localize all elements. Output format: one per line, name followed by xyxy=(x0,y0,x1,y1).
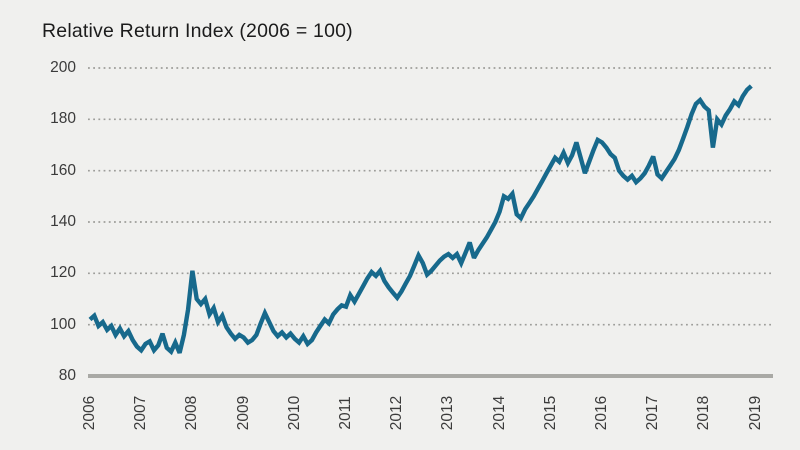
y-tick-160: 160 xyxy=(50,161,76,179)
y-tick-180: 180 xyxy=(50,110,76,128)
y-tick-100: 100 xyxy=(50,315,76,333)
x-tick-2013: 2013 xyxy=(439,395,457,431)
x-tick-2017: 2017 xyxy=(644,395,662,431)
y-tick-140: 140 xyxy=(50,213,76,230)
chart-title: Relative Return Index (2006 = 100) xyxy=(42,20,353,42)
x-tick-2018: 2018 xyxy=(695,395,713,431)
series-relative-return-index xyxy=(88,84,753,356)
x-tick-2016: 2016 xyxy=(593,395,610,431)
x-tick-2011: 2011 xyxy=(337,396,354,430)
x-tick-2014: 2014 xyxy=(490,395,508,431)
y-tick-120: 120 xyxy=(50,264,76,282)
x-tick-2009: 2009 xyxy=(234,395,252,431)
x-tick-2007: 2007 xyxy=(132,395,150,431)
y-tick-200: 200 xyxy=(50,59,76,76)
y-tick-80: 80 xyxy=(58,367,76,384)
x-tick-2008: 2008 xyxy=(183,395,201,431)
x-tick-2010: 2010 xyxy=(285,395,303,431)
x-tick-2012: 2012 xyxy=(388,395,406,431)
x-tick-2019: 2019 xyxy=(746,395,764,431)
x-tick-2006: 2006 xyxy=(81,395,98,431)
x-tick-2015: 2015 xyxy=(541,395,559,431)
